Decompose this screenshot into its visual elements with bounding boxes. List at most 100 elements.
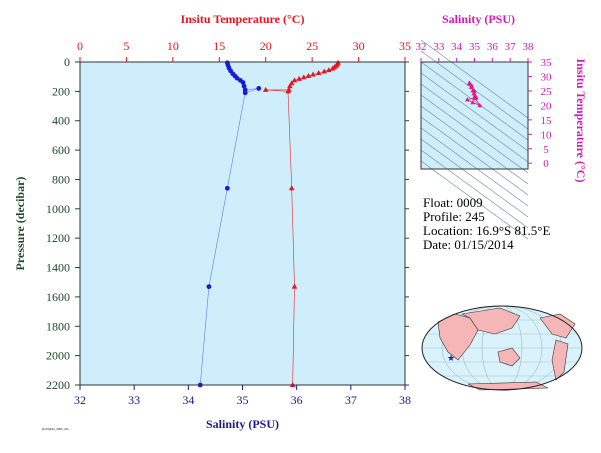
temp-tick-label: 10 xyxy=(167,39,179,53)
ts-point xyxy=(471,91,477,96)
salinity-point xyxy=(241,83,247,89)
date-label: Date: xyxy=(423,237,452,252)
ts-y-tick-label: 5 xyxy=(543,144,549,156)
density-contour xyxy=(420,160,529,240)
temperature-point xyxy=(310,71,316,77)
temperature-point xyxy=(262,86,269,92)
temperature-point xyxy=(291,77,298,83)
float-location-star-icon: ★ xyxy=(447,353,455,363)
sal-tick-label: 32 xyxy=(74,393,86,407)
ts-y-tick-label: 25 xyxy=(541,86,553,98)
series-layer xyxy=(197,59,341,388)
ts-y-tick-label: 15 xyxy=(541,115,553,127)
sal-tick-label: 36 xyxy=(291,393,303,407)
location-value: 16.9°S 81.5°E xyxy=(476,223,551,238)
footer-caption: ProfilePlot_0009_245 xyxy=(42,427,69,431)
ts-y-tick-label: 30 xyxy=(541,71,553,83)
temp-tick-label: 35 xyxy=(399,39,411,53)
continent-shape xyxy=(437,313,479,361)
profile-value: 245 xyxy=(465,209,485,224)
density-contour xyxy=(420,149,529,229)
y-tick-label: 2200 xyxy=(46,378,70,392)
density-contour xyxy=(420,61,529,141)
y-axis-label: Pressure (decibar) xyxy=(13,177,27,271)
temp-tick-label: 5 xyxy=(123,39,129,53)
ts-background xyxy=(421,62,528,169)
continent-shape xyxy=(539,313,576,339)
salinity-point xyxy=(242,90,248,96)
ts-x-tick-label: 33 xyxy=(433,41,445,53)
float-value: 0009 xyxy=(456,195,483,210)
y-tick-label: 600 xyxy=(52,143,70,157)
sal-tick-label: 34 xyxy=(182,393,194,407)
ts-y-tick-label: 0 xyxy=(543,158,549,170)
salinity-point xyxy=(240,80,246,85)
sal-tick-label: 33 xyxy=(128,393,140,407)
ts-x-tick-label: 37 xyxy=(505,41,517,53)
temperature-point xyxy=(287,83,293,89)
ts-y-axis-label: Insitu Temperature (°C) xyxy=(574,59,588,183)
profile-plot: 0200400600800100012001400160018002000220… xyxy=(13,12,411,431)
temp-tick-label: 30 xyxy=(353,39,365,53)
ts-diagram: 32 33 34 35 36 37 38 0 5 10 15 20 25 30 35 Salinity (P… xyxy=(416,12,588,240)
float-label: Float: xyxy=(423,195,454,210)
density-contour xyxy=(420,39,529,119)
density-contour xyxy=(420,94,529,174)
ts-points-layer xyxy=(465,80,483,108)
ts-y-tick-label: 35 xyxy=(541,57,553,69)
y-tick-label: 800 xyxy=(52,172,70,186)
temperature-point xyxy=(315,70,322,76)
density-contour xyxy=(420,116,529,196)
y-tick-label: 0 xyxy=(64,55,70,69)
ts-x-tick-label: 34 xyxy=(451,41,463,53)
temp-tick-label: 0 xyxy=(77,39,83,53)
density-contour xyxy=(420,138,529,218)
temperature-point xyxy=(285,88,291,94)
temperature-point xyxy=(329,65,336,71)
date-value: 01/15/2014 xyxy=(454,237,514,252)
ts-point xyxy=(477,102,483,108)
continent-shape xyxy=(497,347,521,367)
ts-y-tick-label: 20 xyxy=(541,100,553,112)
info-profile: Profile: 245 xyxy=(423,209,485,225)
salinity-point xyxy=(224,185,230,191)
map-outline xyxy=(421,305,583,391)
info-location: Location: 16.9°S 81.5°E xyxy=(423,223,550,239)
temperature-point xyxy=(300,74,307,80)
y-tick-label: 2000 xyxy=(46,349,70,363)
temperature-point xyxy=(296,75,302,81)
temperature-point xyxy=(288,185,295,191)
ts-point xyxy=(470,99,476,105)
density-contour xyxy=(420,83,529,163)
ts-x-tick-label: 38 xyxy=(523,41,535,53)
ts-x-tick-label: 35 xyxy=(469,41,481,53)
ts-point xyxy=(466,80,472,86)
ts-axes-layer: 32 33 34 35 36 37 38 0 5 10 15 20 25 30 35 xyxy=(416,41,553,170)
density-contour xyxy=(420,105,529,185)
y-tick-label: 1400 xyxy=(46,261,70,275)
sal-tick-label: 35 xyxy=(237,393,249,407)
axes-layer: 0200400600800100012001400160018002000220… xyxy=(46,39,411,407)
temperature-point xyxy=(321,68,328,74)
y-tick-label: 1200 xyxy=(46,231,70,245)
y-tick-label: 400 xyxy=(52,114,70,128)
y-tick-label: 200 xyxy=(52,84,70,98)
ts-x-tick-label: 36 xyxy=(487,41,499,53)
location-label: Location: xyxy=(423,223,473,238)
salinity-point xyxy=(256,86,262,91)
y-tick-label: 1600 xyxy=(46,290,70,304)
salinity-point xyxy=(206,284,212,290)
density-contour xyxy=(420,127,529,207)
profile-label: Profile: xyxy=(423,209,462,224)
ts-point xyxy=(465,97,470,102)
top-axis-label: Insitu Temperature (°C) xyxy=(181,12,305,26)
temperature-point xyxy=(291,283,298,289)
info-date: Date: 01/15/2014 xyxy=(423,237,514,253)
density-contour xyxy=(420,72,529,152)
temp-tick-label: 15 xyxy=(213,39,225,53)
continent-shape xyxy=(551,339,569,381)
continent-shape xyxy=(461,307,521,335)
bottom-axis-label: Salinity (PSU) xyxy=(206,417,279,431)
